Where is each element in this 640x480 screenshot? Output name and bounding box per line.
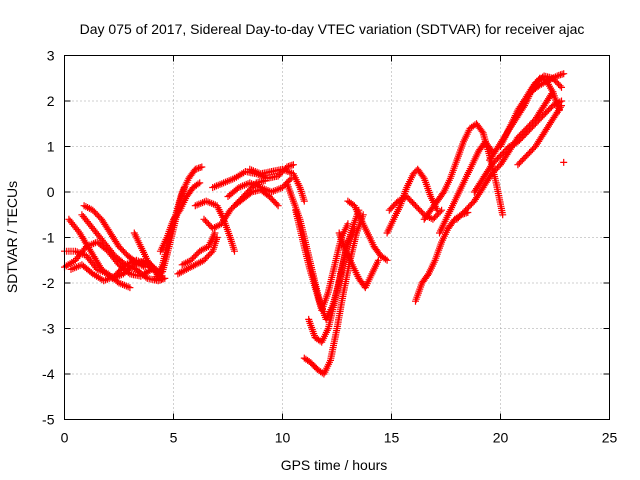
y-tick-label: 3 xyxy=(47,48,55,64)
y-tick-label: 2 xyxy=(47,93,55,109)
data-marks xyxy=(305,224,358,346)
series-track-19 xyxy=(292,206,352,314)
chart-title: Day 075 of 2017, Sidereal Day-to-day VTE… xyxy=(80,21,585,37)
series-track-06 xyxy=(80,202,149,271)
series-track-34 xyxy=(527,70,568,96)
data-marks xyxy=(527,70,568,96)
data-layer xyxy=(61,70,568,378)
series-track-09 xyxy=(156,179,204,255)
data-marks xyxy=(209,161,297,191)
data-marks xyxy=(344,197,391,264)
y-tick-label: -3 xyxy=(42,321,55,337)
data-marks xyxy=(300,211,367,378)
y-tick-label: -5 xyxy=(42,412,55,428)
data-marks xyxy=(470,97,565,196)
x-tick-label: 5 xyxy=(170,430,178,446)
data-marks xyxy=(453,88,557,223)
series-track-11 xyxy=(178,229,219,269)
series-track-16 xyxy=(231,186,282,210)
y-tick-label: 1 xyxy=(47,139,55,155)
data-marks xyxy=(178,229,219,269)
series-track-21 xyxy=(300,211,367,378)
x-tick-label: 25 xyxy=(602,430,618,446)
series-track-23 xyxy=(344,197,391,264)
x-axis-label: GPS time / hours xyxy=(281,457,388,473)
series-track-20 xyxy=(305,224,358,346)
data-marks xyxy=(80,202,149,271)
series-track-17 xyxy=(246,165,308,205)
data-marks xyxy=(514,102,565,169)
series-track-22 xyxy=(335,229,382,292)
data-marks xyxy=(292,206,352,314)
data-marks xyxy=(560,158,568,166)
series-track-10 xyxy=(174,234,221,278)
x-tick-label: 10 xyxy=(275,430,291,446)
series-track-30 xyxy=(470,97,565,196)
series-track-33 xyxy=(514,102,565,169)
data-marks xyxy=(246,165,308,205)
y-tick-label: -2 xyxy=(42,275,55,291)
data-marks xyxy=(231,186,282,210)
series-track-14 xyxy=(209,161,297,191)
series-track-35 xyxy=(560,158,568,166)
x-tick-label: 0 xyxy=(61,430,69,446)
y-tick-label: 0 xyxy=(47,184,55,200)
series-track-29 xyxy=(453,88,557,223)
x-tick-label: 20 xyxy=(493,430,509,446)
data-marks xyxy=(436,138,496,237)
data-marks xyxy=(156,179,204,255)
y-tick-label: -1 xyxy=(42,230,55,246)
x-tick-label: 15 xyxy=(384,430,400,446)
y-axis-label: SDTVAR / TECUs xyxy=(4,181,20,293)
y-tick-label: -4 xyxy=(42,366,55,382)
series-track-28 xyxy=(436,138,496,237)
data-marks xyxy=(335,229,382,292)
data-marks xyxy=(174,234,221,278)
ticks: 0 5 10 15 20 25 -5 -4 -3 -2 -1 0 1 2 3 xyxy=(42,48,617,446)
